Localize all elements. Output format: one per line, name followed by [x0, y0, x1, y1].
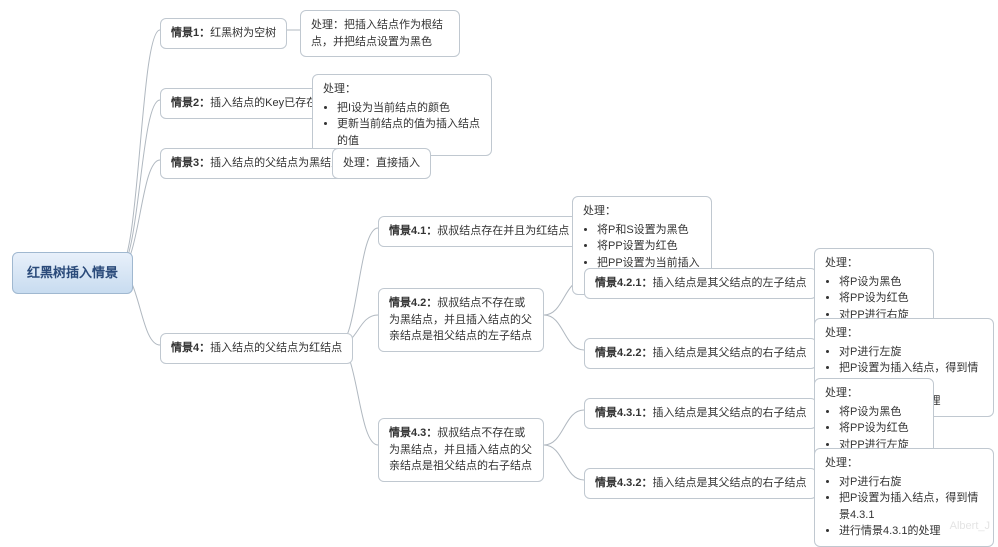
scenario-2: 情景2：插入结点的Key已存在 [160, 88, 328, 119]
scenario-4: 情景4：插入结点的父结点为红结点 [160, 333, 353, 364]
scenario-4-1: 情景4.1：叔叔结点存在并且为红结点 [378, 216, 580, 247]
root-node: 红黑树插入情景 [12, 252, 133, 294]
scenario-4-2: 情景4.2：叔叔结点不存在或为黑结点，并且插入结点的父亲结点是祖父结点的左子结点 [378, 288, 544, 352]
scenario-3-detail: 处理：直接插入 [332, 148, 431, 179]
scenario-4-2-1: 情景4.2.1：插入结点是其父结点的左子结点 [584, 268, 817, 299]
scenario-4-3-2: 情景4.3.2：插入结点是其父结点的右子结点 [584, 468, 817, 499]
scenario-1: 情景1：红黑树为空树 [160, 18, 287, 49]
scenario-2-detail: 处理： 把I设为当前结点的颜色 更新当前结点的值为插入结点的值 [312, 74, 492, 156]
root-label: 红黑树插入情景 [27, 265, 118, 280]
scenario-4-3: 情景4.3：叔叔结点不存在或为黑结点，并且插入结点的父亲结点是祖父结点的右子结点 [378, 418, 544, 482]
scenario-3: 情景3：插入结点的父结点为黑结点 [160, 148, 353, 179]
scenario-4-2-2: 情景4.2.2：插入结点是其父结点的右子结点 [584, 338, 817, 369]
scenario-1-detail: 处理：把插入结点作为根结点，并把结点设置为黑色 [300, 10, 460, 57]
scenario-4-3-1: 情景4.3.1：插入结点是其父结点的右子结点 [584, 398, 817, 429]
watermark: Albert_J [950, 520, 990, 532]
